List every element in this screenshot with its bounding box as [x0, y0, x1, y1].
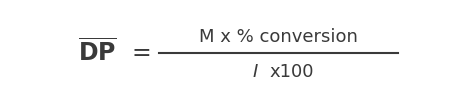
Text: M x % conversion: M x % conversion	[199, 27, 358, 46]
Text: x100: x100	[270, 63, 314, 81]
Text: $\mathbf{\overline{DP}}$: $\mathbf{\overline{DP}}$	[78, 39, 117, 66]
Text: =: =	[131, 41, 151, 64]
Text: I: I	[253, 63, 258, 81]
